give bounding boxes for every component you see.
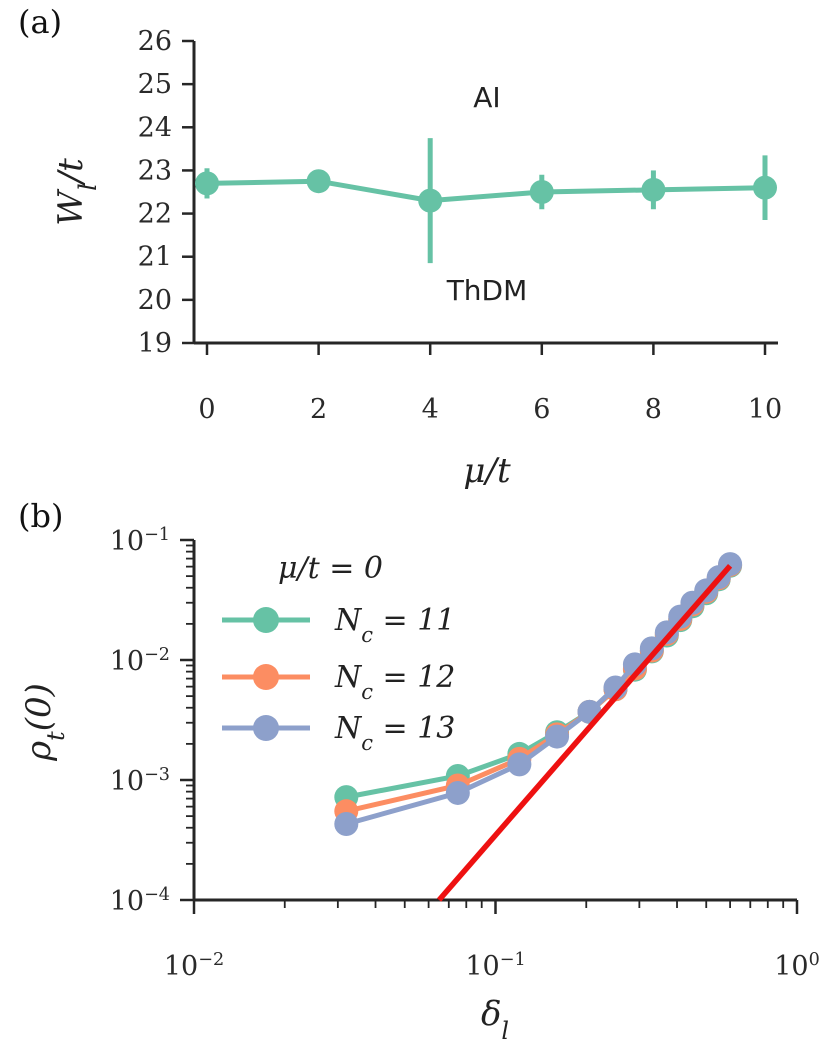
data-point (445, 780, 470, 805)
annotation-thdm: ThDM (446, 274, 528, 307)
y-tick-label: 20 (138, 285, 172, 316)
y-tick-label: 10−1 (110, 525, 170, 557)
panel-label-b: (b) (18, 497, 63, 535)
y-tick-label: 19 (138, 328, 172, 359)
data-point (334, 811, 359, 836)
panel-b: (b) 10−2 10−1 100 10−4 10−3 10−2 10−1 δl ρt(0) μ/t… (18, 497, 820, 1042)
y-tick-label: 21 (138, 242, 172, 273)
y-tick-label: 26 (138, 26, 172, 57)
x-tick-label: 2 (310, 394, 327, 425)
x-tick-label: 100 (774, 950, 820, 982)
data-point (753, 175, 777, 200)
y-tick-label: 10−4 (110, 885, 170, 917)
y-tick-label: 22 (138, 199, 172, 230)
legend-marker (253, 715, 279, 741)
x-axis-label: μ/t (463, 451, 511, 491)
legend-title: μ/t = 0 (278, 551, 383, 586)
legend-label: Nc = 12 (334, 660, 455, 704)
x-tick-label: 10 (748, 394, 782, 425)
series-line (206, 178, 766, 204)
y-axis-label: ρt(0) (19, 683, 70, 762)
data-point (654, 620, 679, 645)
y-tick-label: 23 (138, 155, 172, 186)
legend-marker (253, 607, 279, 633)
y-tick-label: 10−3 (110, 765, 170, 797)
panel-label-a: (a) (18, 3, 62, 41)
y-tick-label: 10−2 (110, 645, 170, 677)
data-point (545, 724, 570, 749)
x-tick-label: 0 (198, 394, 215, 425)
fit-line (437, 563, 733, 902)
data-point (306, 169, 331, 194)
y-axis-label: Wl/t (51, 158, 102, 226)
y-tick-label: 25 (138, 69, 172, 100)
legend-label: Nc = 13 (334, 711, 455, 755)
x-tick-label: 10−2 (164, 950, 224, 982)
data-point (529, 180, 554, 204)
data-point (418, 188, 443, 213)
data-point (641, 177, 666, 202)
legend-marker (253, 664, 279, 690)
x-axis-label: δl (481, 994, 509, 1042)
x-tick-label: 6 (533, 394, 550, 425)
data-point (639, 636, 664, 661)
x-tick-label: 8 (645, 394, 662, 425)
x-tick-label: 10−1 (465, 950, 525, 982)
data-point (507, 752, 532, 777)
x-tick-label: 4 (422, 394, 439, 425)
legend-label: Nc = 11 (334, 603, 455, 647)
y-tick-label: 24 (138, 112, 172, 143)
data-point (195, 171, 219, 196)
annotation-ai: AI (473, 81, 500, 114)
